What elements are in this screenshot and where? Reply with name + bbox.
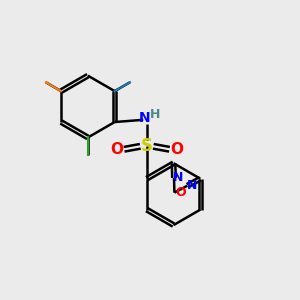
Text: O: O	[171, 142, 184, 157]
Text: O: O	[176, 186, 186, 199]
Text: N: N	[173, 172, 184, 184]
Text: N: N	[139, 111, 150, 125]
Text: O: O	[110, 142, 123, 157]
Text: N: N	[187, 179, 197, 192]
Text: H: H	[150, 108, 160, 121]
Text: S: S	[141, 137, 153, 155]
